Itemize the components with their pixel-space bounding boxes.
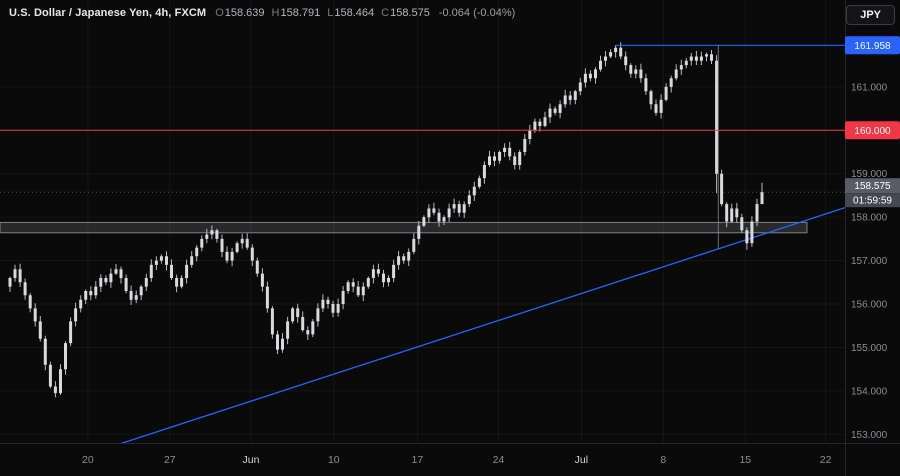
time-tick-label: 20 (82, 454, 94, 466)
support-zone-drawing[interactable] (0, 221, 808, 234)
ohlc-high-label: H (271, 7, 280, 19)
ohlc-low: L158.464 (327, 7, 374, 19)
time-tick-label: 10 (328, 454, 340, 466)
price-tick-label: 158.000 (851, 213, 888, 224)
symbol-description[interactable]: U.S. Dollar / Japanese Yen, 4h, FXCM (9, 7, 207, 19)
ohlc-low-value: 158.464 (334, 7, 375, 19)
ohlc-open-value: 158.639 (224, 7, 265, 19)
price-tick-label: 161.000 (851, 82, 888, 93)
time-tick-label: Jun (243, 454, 260, 466)
high-price-badge[interactable] (845, 36, 900, 55)
high-price-badge-label: 161.958 (854, 41, 891, 52)
chart-legend: U.S. Dollar / Japanese Yen, 4h, FXCM O15… (9, 7, 515, 19)
ohlc-open: O158.639 (215, 7, 264, 19)
price-tick-label: 159.000 (851, 169, 888, 180)
time-axis[interactable] (0, 443, 900, 476)
time-tick-label: Jul (575, 454, 588, 466)
candle-bodies[interactable] (8, 47, 764, 394)
price-tick-label: 157.000 (851, 256, 888, 267)
hline-price-badge-label: 160.000 (854, 126, 891, 137)
time-tick-label: 8 (660, 454, 666, 466)
ohlc-high: H158.791 (272, 7, 321, 19)
ohlc-high-value: 158.791 (280, 7, 321, 19)
price-tick-label: 154.000 (851, 386, 888, 397)
price-axis[interactable] (845, 0, 900, 476)
current-price-badge-label: 158.575 (854, 181, 891, 192)
current-price-badge[interactable] (845, 178, 900, 194)
price-tick-label: 156.000 (851, 300, 888, 311)
ascending-trendline-drawing[interactable] (99, 206, 846, 452)
ohlc-close-label: C (381, 7, 390, 19)
hline-price-badge[interactable] (845, 121, 900, 140)
currency-toggle-button[interactable]: JPY (846, 5, 895, 25)
ohlc-open-label: O (215, 7, 224, 19)
ohlc-low-label: L (327, 7, 334, 19)
candle-wicks[interactable] (9, 42, 763, 398)
price-tick-label: 155.000 (851, 343, 888, 354)
ohlc-close: C158.575 (381, 7, 430, 19)
price-change: -0.064 (-0.04%) (438, 7, 516, 19)
time-tick-label: 17 (412, 454, 424, 466)
time-tick-label: 22 (820, 454, 832, 466)
current-price-badge-countdown-label: 01:59:59 (853, 196, 892, 207)
ohlc-close-value: 158.575 (390, 7, 430, 19)
price-tick-label: 153.000 (851, 430, 888, 441)
time-tick-label: 24 (493, 454, 505, 466)
time-tick-label: 27 (164, 454, 176, 466)
time-tick-label: 15 (739, 454, 751, 466)
current-price-badge-countdown (845, 193, 900, 208)
